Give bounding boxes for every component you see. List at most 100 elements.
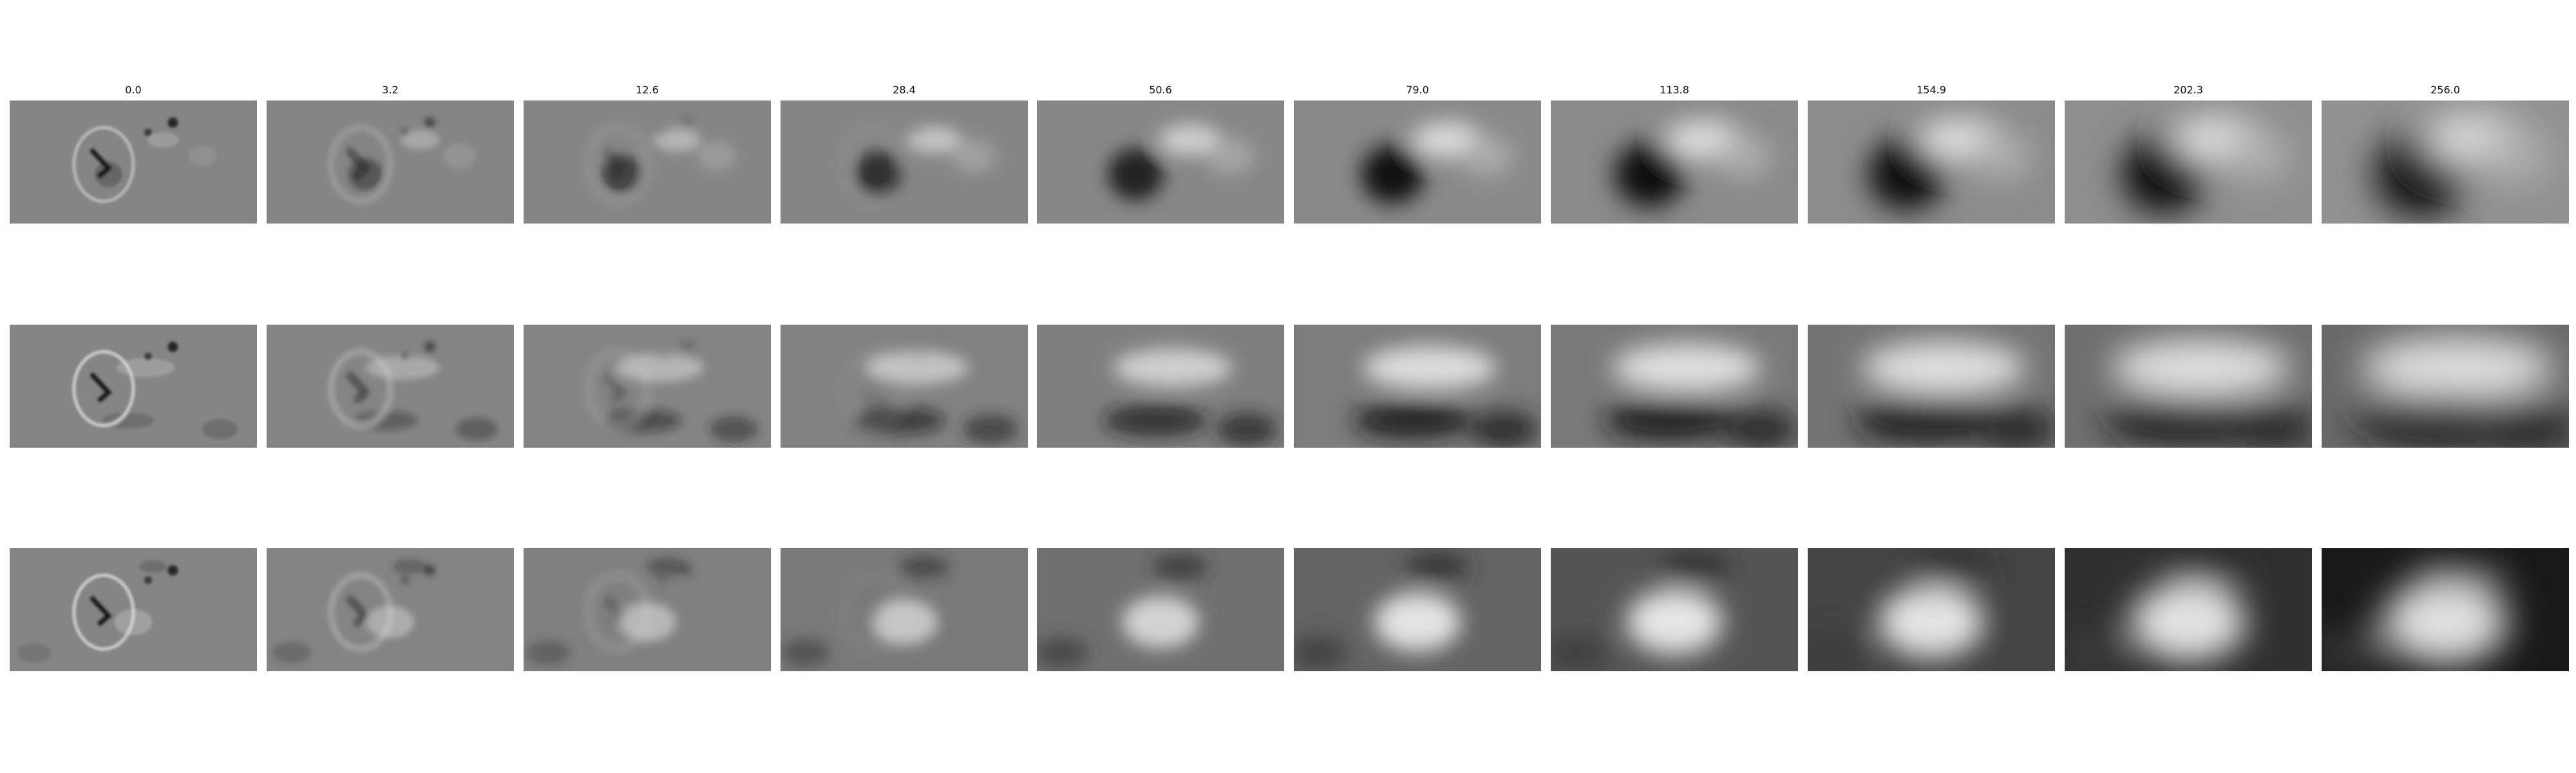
small-crater <box>401 129 409 137</box>
blob-2 <box>1037 638 1088 667</box>
column-title-7: 154.9 <box>1808 84 2055 96</box>
image-panel-r1-c2 <box>524 325 771 448</box>
blob-1 <box>1913 550 1989 584</box>
image-panel-svg <box>1294 548 1541 671</box>
column-title-8: 202.3 <box>2065 84 2312 96</box>
blob-0 <box>1862 341 2025 394</box>
image-panel-svg <box>1808 548 2055 671</box>
blob-1 <box>147 132 178 148</box>
image-panel-r0-c9 <box>2322 100 2569 224</box>
column-title-3: 28.4 <box>781 84 1028 96</box>
blob-1 <box>139 560 167 573</box>
blob-1 <box>1604 401 1736 441</box>
small-crater <box>658 353 666 361</box>
image-panel-r0-c3 <box>781 100 1028 224</box>
blob-0 <box>2130 583 2246 662</box>
blob-0 <box>1113 348 1232 386</box>
small-crater <box>658 129 666 137</box>
blob-1 <box>1406 553 1469 580</box>
image-panel-svg <box>1037 325 1284 448</box>
image-panel-r1-c0 <box>10 325 257 448</box>
image-panel-r0-c5 <box>1294 100 1541 224</box>
blob-0 <box>1374 593 1461 651</box>
small-crater <box>938 565 949 575</box>
blob-1 <box>646 558 688 576</box>
image-panel-svg <box>2065 548 2312 671</box>
blob-0 <box>2383 580 2508 665</box>
small-crater <box>915 129 923 137</box>
image-panel-svg <box>781 100 1028 224</box>
image-panel-svg <box>267 325 514 448</box>
blob-2 <box>1217 412 1278 446</box>
image-panel-svg <box>2322 548 2569 671</box>
small-crater <box>167 341 178 352</box>
blob-2 <box>202 419 238 439</box>
small-crater <box>681 565 692 575</box>
blob-0 <box>348 158 383 191</box>
blob-2 <box>1461 135 1513 176</box>
blob-2 <box>2224 129 2291 182</box>
blob-1 <box>1659 551 1729 582</box>
small-crater <box>938 341 949 352</box>
image-panel-svg <box>2322 100 2569 224</box>
image-panel-svg <box>1294 325 1541 448</box>
blob-2 <box>1206 137 1254 175</box>
small-crater <box>401 353 409 361</box>
blob-2 <box>1969 131 2032 180</box>
blob-2 <box>1724 409 1797 448</box>
blob-0 <box>601 155 643 193</box>
image-panel-r0-c2 <box>524 100 771 224</box>
blob-2 <box>710 416 758 443</box>
blob-1 <box>353 411 418 430</box>
blob-2 <box>443 143 476 169</box>
image-panel-r0-c1 <box>267 100 514 224</box>
image-panel-r1-c8 <box>2065 325 2312 448</box>
image-panel-svg <box>524 325 771 448</box>
blob-0 <box>1361 145 1425 204</box>
blob-2 <box>2479 128 2551 184</box>
small-crater <box>681 341 692 352</box>
blob-2 <box>697 141 735 171</box>
small-crater <box>938 117 949 128</box>
image-panel-svg <box>10 325 257 448</box>
blob-0 <box>1122 596 1198 648</box>
blob-0 <box>2361 337 2554 399</box>
image-panel-svg <box>781 325 1028 448</box>
blob-0 <box>2112 339 2290 396</box>
image-panel-svg <box>1037 548 1284 671</box>
image-panel-r2-c0 <box>10 548 257 671</box>
blob-1 <box>393 559 428 574</box>
small-crater <box>144 353 152 361</box>
image-panel-svg <box>1037 100 1284 224</box>
image-panel-svg <box>1551 325 1798 448</box>
column-title-5: 79.0 <box>1294 84 1541 96</box>
image-panel-r2-c7 <box>1808 548 2055 671</box>
blob-2 <box>963 414 1018 444</box>
blob-1 <box>1854 399 1998 443</box>
blob-2 <box>1715 133 1772 178</box>
column-title-2: 12.6 <box>524 84 771 96</box>
small-crater <box>167 565 178 575</box>
column-title-9: 256.0 <box>2322 84 2569 96</box>
blob-2 <box>1470 410 1537 448</box>
column-title-0: 0.0 <box>10 84 257 96</box>
image-panel-r2-c9 <box>2322 548 2569 671</box>
column-title-6: 113.8 <box>1551 84 1798 96</box>
image-panel-r1-c7 <box>1808 325 2055 448</box>
image-panel-svg <box>524 100 771 224</box>
small-crater <box>144 577 152 584</box>
image-panel-r0-c6 <box>1551 100 1798 224</box>
image-panel-r1-c4 <box>1037 325 1284 448</box>
image-panel-svg <box>1294 100 1541 224</box>
image-panel-r1-c9 <box>2322 325 2569 448</box>
blob-1 <box>603 409 682 432</box>
image-panel-r2-c1 <box>267 548 514 671</box>
image-panel-r1-c6 <box>1551 325 1798 448</box>
image-panel-r0-c7 <box>1808 100 2055 224</box>
image-panel-svg <box>2322 325 2569 448</box>
image-panel-r0-c8 <box>2065 100 2312 224</box>
image-panel-r2-c3 <box>781 548 1028 671</box>
image-panel-svg <box>524 548 771 671</box>
image-panel-r0-c0 <box>10 100 257 224</box>
